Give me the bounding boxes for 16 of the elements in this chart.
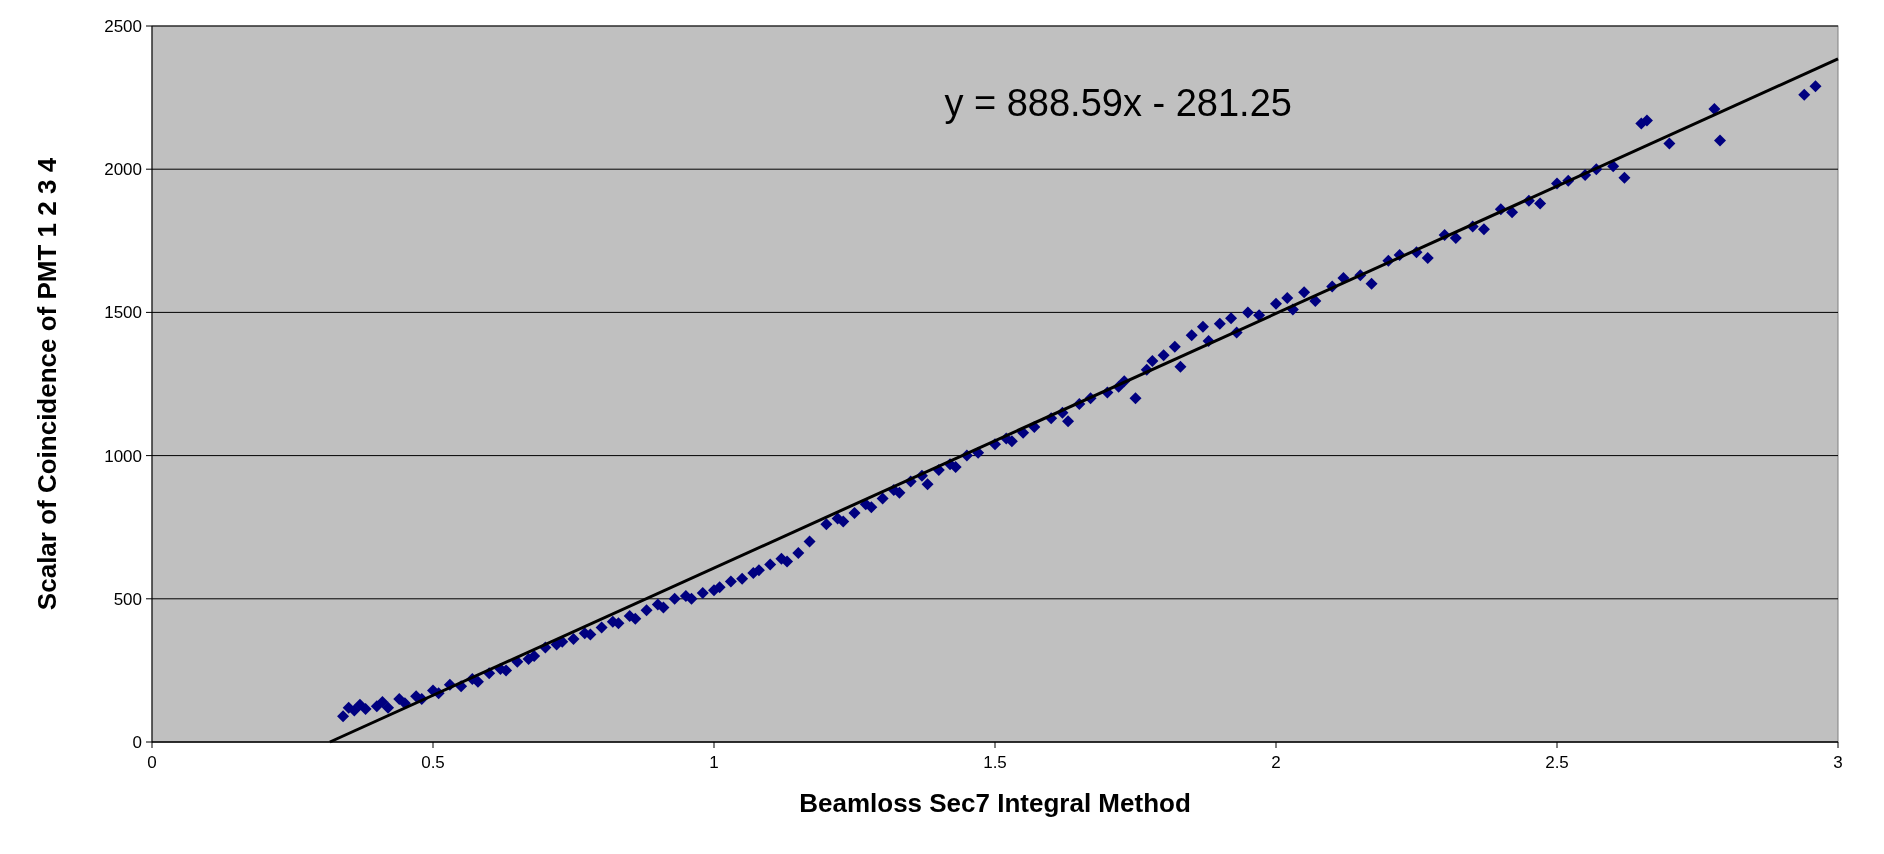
y-tick-label: 1000 [104, 446, 142, 466]
y-axis-title: Scalar of Coincidence of PMT 1 2 3 4 [32, 157, 62, 611]
y-tick-label: 1500 [104, 303, 142, 323]
x-tick-label: 1.5 [983, 753, 1007, 772]
x-tick-label: 0 [147, 753, 157, 772]
y-tick-label: 2500 [104, 17, 142, 36]
annotation: y = 888.59x - 281.25 [944, 82, 1292, 124]
x-tick-label: 1 [709, 753, 719, 772]
x-tick-label: 3 [1833, 753, 1843, 772]
x-tick-label: 2.5 [1545, 753, 1569, 772]
y-tick-label: 500 [113, 589, 142, 609]
x-axis-title: Beamloss Sec7 Integral Method [799, 788, 1191, 818]
y-tick-label: 0 [132, 733, 142, 752]
x-tick-label: 0.5 [421, 753, 445, 772]
x-tick-label: 2 [1271, 753, 1281, 772]
y-tick-label: 2000 [104, 160, 142, 180]
